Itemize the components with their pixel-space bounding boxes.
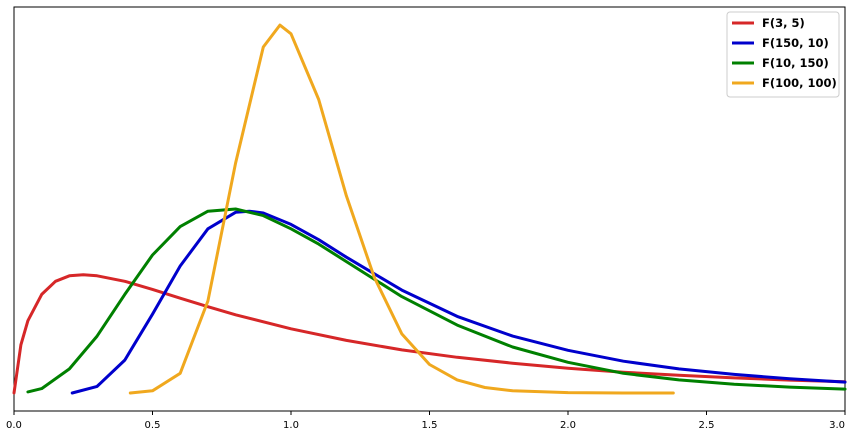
legend: F(3, 5) F(150, 10) F(10, 150) F(100, 100) [726,11,840,98]
x-tick-label: 1.0 [283,420,299,431]
x-tick-label: 1.5 [422,420,438,431]
x-tick-label: 0.5 [145,420,161,431]
legend-box [726,11,840,98]
legend-label-1: F(150, 10) [762,36,829,50]
x-tick-label: 2.0 [560,420,576,431]
legend-label-2: F(10, 150) [762,56,829,70]
x-tick-label: 0.0 [6,420,22,431]
x-axis-ticks: 0.0 0.5 1.0 1.5 2.0 2.5 3.0 [6,411,846,431]
series-line-0 [12,273,847,395]
legend-label-3: F(100, 100) [762,76,837,90]
series-line-3 [128,23,675,395]
x-tick-label: 2.5 [699,420,715,431]
legend-label-0: F(3, 5) [762,16,805,30]
series-lines [12,23,847,395]
plot-area [13,6,846,412]
x-tick-label: 3.0 [829,420,845,431]
series-line-2 [26,207,847,394]
series-line-1 [70,209,847,395]
